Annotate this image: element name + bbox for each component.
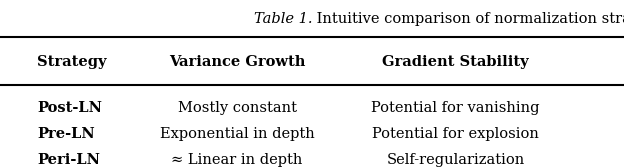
Text: Table 1.: Table 1. (253, 12, 312, 26)
Text: Pre-LN: Pre-LN (37, 127, 95, 141)
Text: Mostly constant: Mostly constant (178, 101, 296, 115)
Text: Potential for explosion: Potential for explosion (372, 127, 539, 141)
Text: Potential for vanishing: Potential for vanishing (371, 101, 540, 115)
Text: ≈ Linear in depth: ≈ Linear in depth (172, 153, 303, 167)
Text: Variance Growth: Variance Growth (169, 55, 305, 69)
Text: Exponential in depth: Exponential in depth (160, 127, 314, 141)
Text: Peri-LN: Peri-LN (37, 153, 100, 167)
Text: Strategy: Strategy (37, 55, 107, 69)
Text: Gradient Stability: Gradient Stability (383, 55, 529, 69)
Text: Self-regularization: Self-regularization (386, 153, 525, 167)
Text: Intuitive comparison of normalization strategies.: Intuitive comparison of normalization st… (312, 12, 624, 26)
Text: Post-LN: Post-LN (37, 101, 102, 115)
